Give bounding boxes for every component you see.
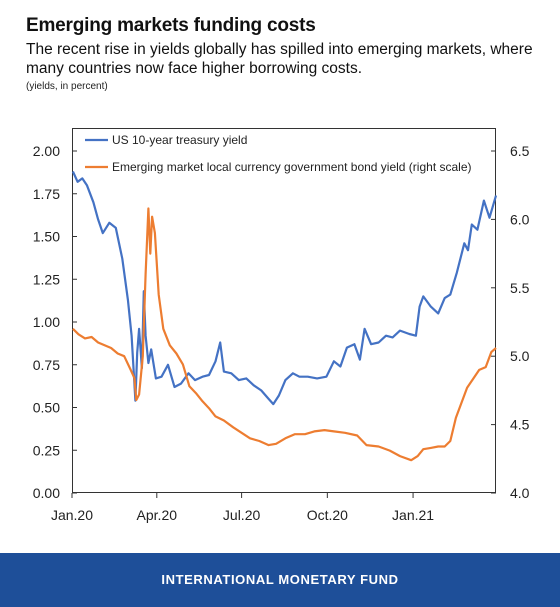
- chart-title: Emerging markets funding costs: [26, 15, 316, 36]
- y2-tick-label: 4.0: [510, 485, 530, 501]
- x-tick-label: Apr.20: [137, 507, 178, 523]
- chart-units: (yields, in percent): [26, 81, 108, 92]
- legend-label-1: US 10-year treasury yield: [112, 133, 247, 147]
- line-chart: 0.00 0.25 0.50 0.75 1.00 1.25 1.50 1.75 2.00 4.0 4…: [33, 133, 530, 523]
- y-tick-label: 2.00: [33, 143, 60, 159]
- footer-label: INTERNATIONAL MONETARY FUND: [161, 572, 399, 587]
- y2-tick-label: 4.5: [510, 417, 530, 433]
- y-tick-label: 1.00: [33, 314, 60, 330]
- chart-header: Emerging markets funding costs The recen…: [26, 14, 546, 92]
- y2-tick-label: 5.0: [510, 348, 530, 364]
- x-tick-label: Jan.20: [51, 507, 93, 523]
- x-tick-label: Jul.20: [223, 507, 261, 523]
- y-tick-label: 0.25: [33, 442, 60, 458]
- y-tick-label: 1.75: [33, 186, 60, 202]
- y-tick-label: 1.50: [33, 229, 60, 245]
- y-tick-label: 0.75: [33, 357, 60, 373]
- y2-tick-label: 5.5: [510, 280, 530, 296]
- footer-bar: INTERNATIONAL MONETARY FUND: [0, 553, 560, 607]
- x-tick-label: Jan.21: [392, 507, 434, 523]
- x-tick-label: Oct.20: [307, 507, 348, 523]
- y-tick-label: 0.50: [33, 400, 60, 416]
- plot-frame: [72, 128, 496, 493]
- y-tick-label: 0.00: [33, 485, 60, 501]
- y2-tick-label: 6.0: [510, 211, 530, 227]
- y-tick-label: 1.25: [33, 271, 60, 287]
- series-line-2: [72, 207, 497, 462]
- y2-tick-label: 6.5: [510, 143, 530, 159]
- series-line-1: [71, 171, 498, 406]
- legend-label-2: Emerging market local currency governmen…: [112, 160, 472, 174]
- chart-subtitle: The recent rise in yields globally has s…: [26, 41, 533, 77]
